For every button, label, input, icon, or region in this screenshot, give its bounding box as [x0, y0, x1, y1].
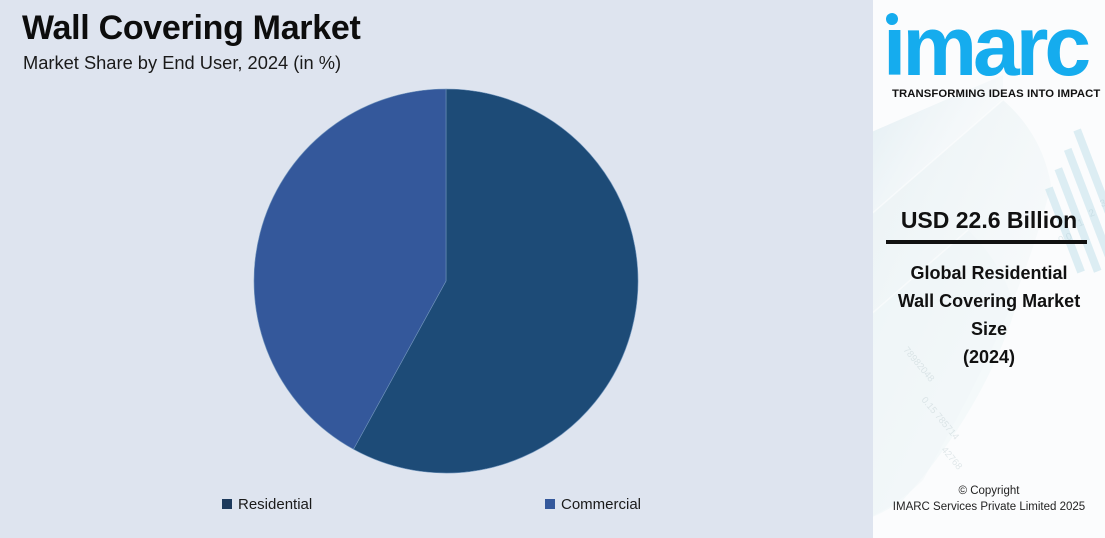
svg-text:3: 3: [1099, 198, 1105, 210]
svg-text:42768: 42768: [939, 445, 964, 472]
